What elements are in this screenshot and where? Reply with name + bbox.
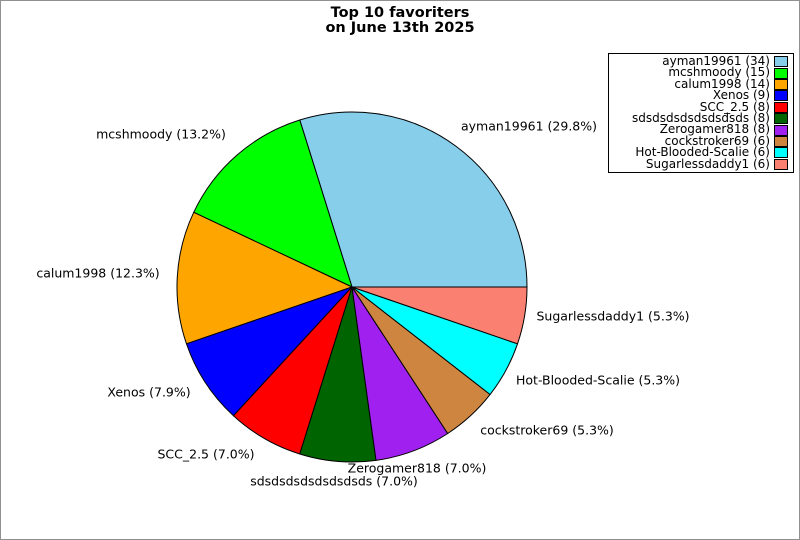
pie-slice-mcshmoody (193, 119, 353, 288)
legend-swatch-zerogamer818 (774, 124, 788, 136)
legend-swatch-xenos (774, 90, 788, 102)
pie-slice-ayman19961 (299, 111, 528, 288)
legend-row-calum1998: calum1998 (14) (612, 76, 788, 91)
legend-label-cockstroker69: cockstroker69 (6) (664, 133, 770, 148)
pie-slice-calum1998 (176, 211, 353, 345)
legend-swatch-calum1998 (774, 78, 788, 90)
legend-box: ayman19961 (34) mcshmoody (15) calum1998 (… (608, 53, 794, 173)
slice-label-sdsdsdsdsdsdsdsds: sdsdsdsdsdsdsdsds (7.0%) (250, 473, 418, 489)
legend-swatch-hot-blooded-scalie (774, 147, 788, 159)
legend-label-ayman19961: ayman19961 (34) (662, 54, 770, 68)
legend-label-sugarlessdaddy1: Sugarlessdaddy1 (6) (645, 156, 770, 171)
legend-label-xenos: Xenos (9) (712, 88, 770, 103)
slice-label-hot-blooded-scalie: Hot-Blooded-Scalie (5.3%) (515, 372, 681, 388)
legend-label-mcshmoody: mcshmoody (15) (668, 65, 770, 80)
legend-swatch-mcshmoody (774, 67, 788, 79)
legend-row-sugarlessdaddy1: Sugarlessdaddy1 (6) (612, 156, 788, 171)
chart-title-line1: Top 10 favoriters (330, 5, 470, 21)
legend-swatch-scc-2-5 (774, 101, 788, 113)
slice-label-scc-2-5: SCC_2.5 (7.0%) (157, 446, 255, 462)
slice-label-zerogamer818: Zerogamer818 (7.0%) (347, 460, 487, 476)
legend-row-cockstroker69: cockstroker69 (6) (612, 133, 788, 148)
slice-label-ayman19961: ayman19961 (29.8%) (460, 118, 598, 134)
legend-row-ayman19961: ayman19961 (34) (612, 54, 788, 68)
pie-slice-sugarlessdaddy1 (351, 286, 528, 345)
legend-row-zerogamer818: Zerogamer818 (8) (612, 122, 788, 137)
legend-label-hot-blooded-scalie: Hot-Blooded-Scalie (6) (635, 145, 770, 160)
legend-row-mcshmoody: mcshmoody (15) (612, 65, 788, 80)
legend-swatch-sdsdsdsdsdsdsdsds (774, 113, 788, 125)
slice-label-cockstroker69: cockstroker69 (5.3%) (480, 422, 614, 438)
legend-swatch-sugarlessdaddy1 (774, 158, 788, 170)
legend-swatch-cockstroker69 (774, 135, 788, 147)
legend-swatch-ayman19961 (774, 56, 788, 68)
legend-label-sdsdsdsdsdsdsdsds: sdsdsdsdsdsdsdsds (8) (631, 110, 770, 125)
legend-label-zerogamer818: Zerogamer818 (8) (659, 122, 770, 137)
chart-title-line2: on June 13th 2025 (325, 20, 475, 36)
legend-row-sdsdsdsdsdsdsdsds: sdsdsdsdsdsdsdsds (8) (612, 110, 788, 125)
legend-row-hot-blooded-scalie: Hot-Blooded-Scalie (6) (612, 145, 788, 160)
legend-label-scc-2-5: SCC_2.5 (8) (699, 99, 770, 114)
legend-row-xenos: Xenos (9) (612, 88, 788, 103)
slice-label-calum1998: calum1998 (12.3%) (36, 265, 160, 281)
legend-row-scc-2-5: SCC_2.5 (8) (612, 99, 788, 114)
slice-label-sugarlessdaddy1: Sugarlessdaddy1 (5.3%) (536, 308, 690, 324)
slice-label-mcshmoody: mcshmoody (13.2%) (96, 126, 226, 142)
chart-title: Top 10 favoriters on June 13th 2025 (1, 6, 799, 36)
legend-label-calum1998: calum1998 (14) (674, 76, 770, 91)
slice-label-xenos: Xenos (7.9%) (107, 384, 191, 400)
